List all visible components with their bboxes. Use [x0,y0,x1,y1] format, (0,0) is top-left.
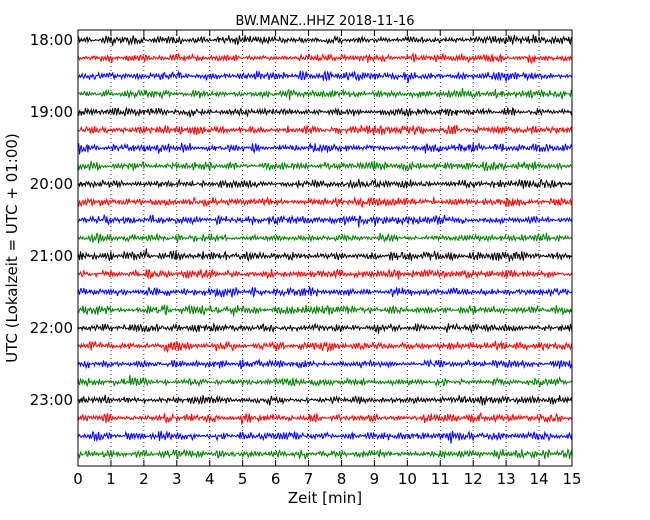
trace-1930 [77,141,573,155]
trace-2145 [77,303,573,317]
trace-2130 [77,285,573,298]
x-tick-label: 2 [139,470,149,488]
x-tick-label: 15 [562,470,581,488]
trace-2230 [77,358,573,370]
x-tick-label: 9 [370,470,380,488]
trace-2115 [77,267,573,280]
y-tick-label: 23:00 [30,391,73,409]
y-tick-label: 20:00 [30,175,73,193]
trace-1945 [77,160,573,172]
trace-2045 [77,232,573,244]
trace-1815 [77,52,573,65]
x-tick-label: 6 [271,470,281,488]
x-tick-label: 13 [497,470,516,488]
y-tick-label: 18:00 [30,31,73,49]
y-tick-label: 22:00 [30,319,73,337]
x-tick-label: 8 [337,470,347,488]
y-axis-label: UTC (Lokalzeit = UTC + 01:00) [3,133,21,363]
trace-2215 [77,340,573,354]
trace-2345 [77,448,573,460]
grid-lines [110,30,540,466]
x-tick-label: 14 [530,470,549,488]
trace-1915 [77,124,573,136]
x-tick-label: 3 [172,470,182,488]
y-tick-label: 21:00 [30,247,73,265]
x-tick-label: 10 [398,470,417,488]
y-tick-label: 19:00 [30,103,73,121]
trace-2015 [77,195,573,209]
y-axis: 18:00 19:00 20:00 21:00 22:00 23:00 [30,31,572,409]
trace-2000 [77,178,573,190]
trace-2300 [77,394,573,406]
trace-2315 [77,411,573,425]
x-tick-label: 1 [106,470,116,488]
trace-lines [77,34,573,460]
x-axis-label: Zeit [min] [288,489,362,507]
trace-1800 [77,34,573,47]
trace-1830 [77,69,573,83]
trace-1845 [77,88,573,101]
plot-frame [77,29,573,467]
trace-2330 [77,430,573,444]
x-tick-label: 7 [304,470,314,488]
x-tick-label: 0 [73,470,83,488]
x-tick-label: 4 [205,470,215,488]
x-tick-label: 12 [464,470,483,488]
trace-2200 [77,322,573,335]
x-tick-label: 5 [238,470,248,488]
trace-2245 [77,375,573,389]
x-tick-label: 11 [431,470,450,488]
x-axis: 0 1 2 3 4 5 6 7 8 9 10 11 12 13 14 15 [73,30,582,488]
trace-1900 [77,106,573,118]
trace-2100 [77,248,573,263]
chart-title: BW.MANZ..HHZ 2018-11-16 [235,14,414,29]
trace-2030 [77,214,573,228]
